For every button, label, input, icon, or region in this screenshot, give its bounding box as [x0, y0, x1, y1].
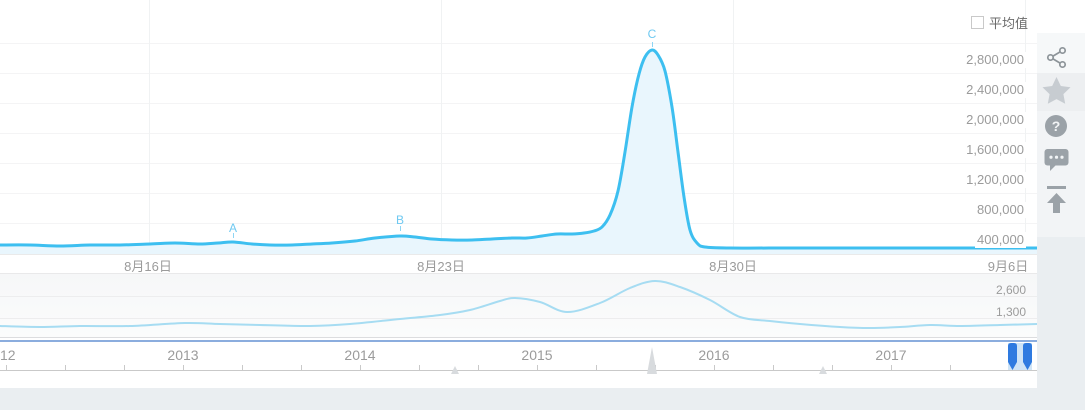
h-gridline — [0, 133, 1037, 134]
overview-value-label: 1,300 — [995, 305, 1026, 319]
overview-chart — [0, 279, 1037, 329]
v-gridline — [733, 0, 734, 253]
timeline-tick — [832, 365, 833, 371]
timeline-year-2017: 2017 — [875, 347, 907, 363]
y-axis-label: 2,000,000 — [964, 112, 1026, 128]
h-gridline — [0, 73, 1037, 74]
timeline-tick — [950, 365, 951, 371]
main-series-line — [0, 48, 1037, 250]
timeline-tick — [360, 365, 361, 371]
overview-gridline — [0, 318, 1037, 319]
main-trend-chart — [0, 48, 1037, 254]
y-axis-label: 2,800,000 — [964, 52, 1026, 68]
timeline-tick — [242, 365, 243, 371]
y-axis-label: 800,000 — [975, 202, 1026, 218]
h-gridline — [0, 103, 1037, 104]
v-gridline — [441, 0, 442, 253]
x-axis-label: 8月23日 — [417, 259, 465, 274]
timeline-year-2016: 2016 — [698, 347, 730, 363]
side-toolbar-lower-bg — [1037, 237, 1085, 410]
timeline-brush-handle-left[interactable] — [1008, 343, 1017, 370]
timeline-top-border — [0, 340, 1037, 342]
timeline-tick — [183, 365, 184, 371]
event-spike-triangle — [647, 344, 657, 374]
help-icon[interactable]: ? — [1044, 114, 1068, 138]
timeline-brush-handle-right[interactable] — [1023, 343, 1032, 370]
y-axis-label: 1,600,000 — [964, 142, 1026, 158]
y-axis-label: 2,400,000 — [964, 82, 1026, 98]
favorite-star-icon[interactable] — [1041, 76, 1072, 106]
timeline-year-2015: 2015 — [521, 347, 553, 363]
v-gridline — [149, 0, 150, 253]
timeline-tick — [596, 365, 597, 371]
bottom-panel — [0, 388, 1037, 410]
event-spike-triangle — [450, 363, 459, 374]
x-axis-label: 8月16日 — [124, 259, 172, 274]
y-axis-label: 400,000 — [975, 232, 1026, 248]
main-series-area — [0, 49, 1037, 254]
news-marker-tick — [233, 233, 234, 238]
timeline-year-2013: 2013 — [167, 347, 199, 363]
h-gridline — [0, 223, 1037, 224]
overview-series-line — [0, 279, 1037, 329]
x-axis-line — [0, 254, 1037, 255]
timeline-tick — [6, 365, 7, 371]
news-marker-C[interactable]: C — [647, 27, 657, 41]
timeline-tick — [891, 365, 892, 371]
timeline-tick — [714, 365, 715, 371]
back-to-top-icon[interactable] — [1045, 186, 1068, 217]
x-axis-label: 8月30日 — [709, 259, 757, 274]
timeline-tick — [301, 365, 302, 371]
timeline-tick — [65, 365, 66, 371]
y-axis-label: 1,200,000 — [964, 172, 1026, 188]
average-checkbox[interactable] — [971, 16, 984, 29]
side-toolbar: ? — [1037, 0, 1085, 410]
news-marker-tick — [400, 226, 401, 231]
average-label: 平均值 — [989, 16, 1029, 31]
news-marker-tick — [652, 42, 653, 47]
timeline-tick — [773, 365, 774, 371]
timeline-year-2014: 2014 — [344, 347, 376, 363]
timeline-tick — [537, 365, 538, 371]
h-gridline — [0, 163, 1037, 164]
svg-text:?: ? — [1052, 118, 1061, 134]
overview-value-label: 2,600 — [995, 283, 1026, 297]
timeline-year-2012: 2012 — [0, 347, 16, 363]
average-toggle[interactable]: 平均值 — [971, 13, 1028, 32]
timeline-tick — [124, 365, 125, 371]
h-gridline — [0, 193, 1037, 194]
overview-gridline — [0, 296, 1037, 297]
timeline-axis-line — [0, 370, 1037, 371]
x-axis-label: 9月6日 — [987, 259, 1029, 274]
share-icon[interactable] — [1045, 46, 1068, 69]
news-marker-B[interactable]: B — [395, 213, 405, 227]
news-marker-A[interactable]: A — [228, 221, 238, 235]
feedback-comment-icon[interactable] — [1044, 148, 1069, 172]
timeline-tick — [478, 365, 479, 371]
event-spike-triangle — [818, 363, 827, 374]
h-gridline — [0, 43, 1037, 44]
timeline-tick — [419, 365, 420, 371]
